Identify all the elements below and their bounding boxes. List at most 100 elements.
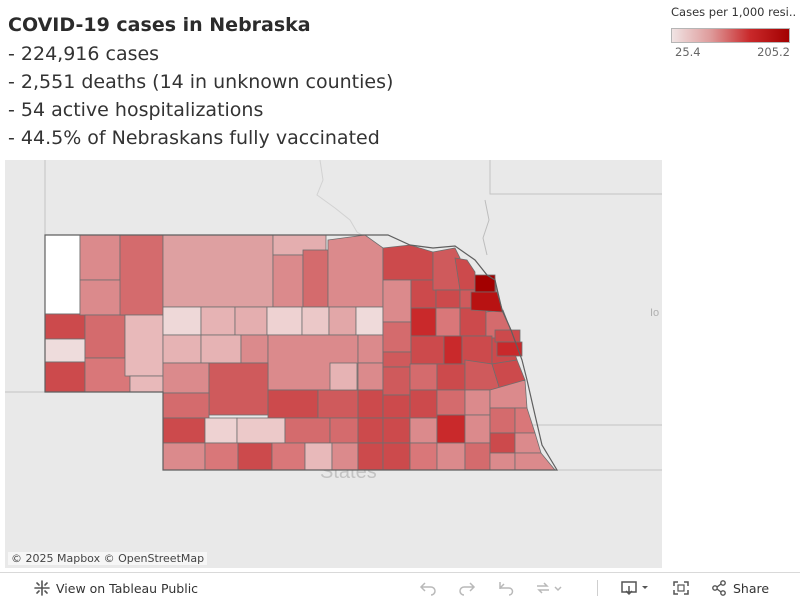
county-polygon[interactable] (357, 417, 384, 444)
county-polygon[interactable] (410, 279, 437, 309)
county-polygon[interactable] (200, 306, 236, 336)
share-button[interactable]: Share (711, 579, 769, 597)
county-polygon[interactable] (494, 329, 521, 343)
fullscreen-button[interactable] (672, 579, 690, 597)
county-polygon[interactable] (327, 234, 384, 308)
county-polygon[interactable] (84, 314, 126, 359)
county-polygon[interactable] (355, 306, 384, 336)
county-polygon[interactable] (237, 442, 273, 471)
county-polygon[interactable] (432, 247, 461, 291)
county-polygon[interactable] (382, 321, 412, 353)
county-polygon[interactable] (162, 306, 202, 336)
county-polygon[interactable] (357, 334, 384, 364)
map-attribution[interactable]: © 2025 Mapbox © OpenStreetMap (8, 552, 208, 565)
county-polygon[interactable] (489, 407, 516, 434)
undo-button[interactable] (419, 579, 437, 597)
county-polygon[interactable] (489, 452, 516, 471)
county-polygon[interactable] (382, 244, 434, 281)
legend-gradient-bar (671, 28, 790, 43)
county-polygon[interactable] (382, 417, 411, 444)
county-polygon[interactable] (240, 334, 269, 364)
county-polygon[interactable] (84, 357, 131, 393)
share-icon (712, 580, 726, 596)
county-polygon[interactable] (410, 307, 437, 337)
county-polygon[interactable] (436, 414, 466, 444)
county-polygon[interactable] (119, 234, 164, 316)
county-polygon[interactable] (435, 307, 461, 337)
county-polygon[interactable] (44, 313, 86, 340)
download-icon (621, 581, 648, 596)
county-polygon[interactable] (410, 335, 445, 365)
county-polygon[interactable] (317, 389, 359, 419)
county-polygon[interactable] (489, 432, 516, 454)
county-polygon[interactable] (124, 314, 164, 377)
county-polygon[interactable] (272, 254, 304, 308)
county-polygon[interactable] (436, 442, 466, 471)
county-polygon[interactable] (382, 442, 411, 471)
map-view[interactable]: States Io (5, 160, 662, 568)
legend-min-label: 25.4 (675, 45, 701, 59)
county-polygon[interactable] (328, 306, 357, 336)
county-polygon[interactable] (329, 362, 358, 391)
county-polygon[interactable] (409, 363, 438, 391)
county-polygon[interactable] (284, 417, 331, 444)
county-polygon[interactable] (409, 442, 438, 471)
color-legend[interactable]: Cases per 1,000 resi... 25.4 205.2 (671, 5, 796, 59)
county-polygon[interactable] (267, 389, 319, 419)
county-polygon[interactable] (464, 389, 491, 416)
county-polygon[interactable] (44, 234, 81, 315)
download-button[interactable] (620, 579, 652, 597)
county-polygon[interactable] (464, 442, 491, 471)
county-polygon[interactable] (382, 394, 411, 419)
county-polygon[interactable] (79, 234, 121, 281)
stats-list: - 224,916 cases - 2,551 deaths (14 in un… (8, 40, 393, 152)
county-polygon[interactable] (443, 335, 463, 365)
page-title: COVID-19 cases in Nebraska (8, 14, 311, 36)
county-polygon[interactable] (382, 279, 412, 323)
stat-hospitalizations: - 54 active hospitalizations (8, 99, 264, 121)
county-polygon[interactable] (208, 362, 269, 416)
county-polygon[interactable] (304, 442, 333, 471)
county-polygon[interactable] (44, 338, 86, 363)
county-polygon[interactable] (266, 306, 303, 336)
county-polygon[interactable] (162, 442, 206, 471)
county-polygon[interactable] (329, 417, 359, 444)
county-polygon[interactable] (496, 341, 523, 357)
county-polygon[interactable] (461, 335, 493, 365)
county-polygon[interactable] (357, 389, 384, 419)
refresh-button[interactable] (535, 579, 563, 597)
county-polygon[interactable] (162, 362, 210, 394)
map-svg[interactable]: States Io (5, 160, 662, 568)
county-polygon[interactable] (357, 362, 384, 391)
county-polygon[interactable] (301, 306, 330, 336)
redo-button[interactable] (458, 579, 476, 597)
revert-button[interactable] (497, 579, 515, 597)
county-polygon[interactable] (382, 366, 411, 396)
county-polygon[interactable] (162, 234, 274, 308)
county-polygon[interactable] (162, 392, 210, 419)
county-polygon[interactable] (234, 306, 268, 336)
county-polygon[interactable] (331, 442, 359, 471)
county-layer[interactable] (44, 234, 556, 471)
county-polygon[interactable] (436, 389, 466, 416)
county-polygon[interactable] (44, 361, 86, 393)
county-polygon[interactable] (236, 417, 286, 444)
county-polygon[interactable] (409, 417, 438, 444)
county-polygon[interactable] (200, 334, 242, 364)
county-polygon[interactable] (129, 375, 164, 393)
county-polygon[interactable] (464, 414, 491, 444)
county-polygon[interactable] (435, 289, 461, 309)
nebraska-state-outline (44, 234, 559, 471)
county-polygon[interactable] (409, 389, 438, 419)
county-polygon[interactable] (162, 417, 206, 444)
county-polygon[interactable] (271, 442, 306, 471)
county-polygon[interactable] (302, 249, 329, 308)
county-polygon[interactable] (357, 442, 384, 471)
view-on-tableau-link[interactable]: View on Tableau Public (34, 579, 198, 597)
county-polygon[interactable] (459, 307, 487, 337)
county-polygon[interactable] (204, 417, 238, 444)
county-polygon[interactable] (162, 334, 202, 364)
county-polygon[interactable] (79, 279, 126, 316)
county-polygon[interactable] (204, 442, 239, 471)
county-polygon[interactable] (436, 363, 466, 391)
